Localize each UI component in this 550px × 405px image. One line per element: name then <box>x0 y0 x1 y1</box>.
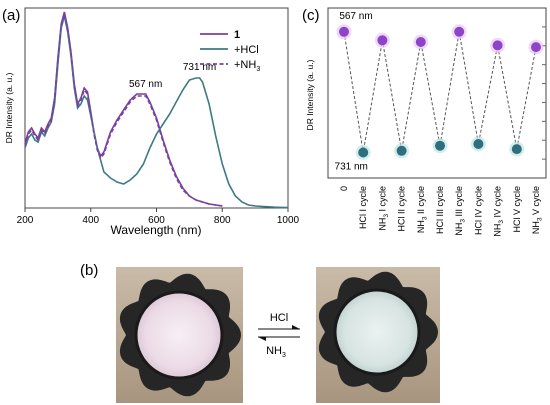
spectrum-x-tick-label: 200 <box>17 215 34 226</box>
arrow-forward-head <box>292 325 300 329</box>
cycle-x-tick-text: NH <box>454 223 464 236</box>
cycle-x-tick-sub: 3 <box>421 216 428 220</box>
spectrum-x-tick-label: 800 <box>214 215 231 226</box>
cycle-x-tick-text-rest: I cycle <box>377 186 387 214</box>
cycle-x-tick-text: HCl IV cycle <box>473 186 483 235</box>
cycle-x-tick-label: HCl III cycle <box>435 186 445 234</box>
legend-label-text: 1 <box>234 29 240 41</box>
legend-label-0: 1 <box>234 29 240 41</box>
cycle-x-tick-text: HCl III cycle <box>435 186 445 234</box>
cycle-x-tick-text: HCl V cycle <box>512 186 522 233</box>
spectrum-x-tick-label: 1000 <box>277 215 300 226</box>
cycle-point <box>377 35 388 46</box>
spectrum-chart: 200 400 600 800 1000 567 nm 731 nm Wavelength… <box>4 7 300 237</box>
cycle-x-tick-label: HCl I cycle <box>358 186 368 229</box>
spectrum-annotations: 567 nm 731 nm <box>129 62 216 90</box>
cycle-x-tick-label: HCl V cycle <box>512 186 522 233</box>
cycle-x-tick-label: 0 <box>339 186 349 191</box>
cycle-x-tick-label: NH3 V cycle <box>531 186 544 234</box>
cycle-x-tick-text: NH <box>531 221 541 234</box>
cycle-point <box>435 140 445 151</box>
spectrum-x-label: Wavelength (nm) <box>111 223 202 237</box>
cycle-dashed-line <box>343 31 537 153</box>
arrow-bottom-label-sub: 3 <box>282 352 286 359</box>
cycle-point <box>415 37 426 47</box>
panel-label-b: (b) <box>80 262 98 279</box>
cycle-x-tick-text: HCl II cycle <box>397 186 407 232</box>
spectrum-plot-frame <box>24 7 289 209</box>
spectrum-legend: 1 +HCl +NH3 <box>200 29 260 73</box>
cycle-x-tick-sub: 3 <box>537 217 544 221</box>
cycle-point <box>531 42 541 53</box>
spectrum-line-series-2 <box>24 13 223 207</box>
cycle-x-tick-label: HCl II cycle <box>397 186 407 232</box>
cycle-plot-frame <box>327 7 547 179</box>
cycle-x-tick-label: NH3 II cycle <box>416 186 429 233</box>
cycle-point <box>358 147 369 158</box>
cycle-x-tick-text-rest: III cycle <box>454 186 464 219</box>
cycle-x-tick-sub: 3 <box>498 220 505 224</box>
cycle-x-tick-label: HCl IV cycle <box>473 186 483 235</box>
cycle-x-tick-label: NH3 I cycle <box>377 186 390 231</box>
panel-label-c: (c) <box>302 7 320 24</box>
photo-panel: HCl NH3 <box>116 267 440 403</box>
cycle-x-tick-text: NH <box>493 224 503 237</box>
cycle-x-tick-text-rest: II cycle <box>416 186 426 217</box>
photo-left-sample <box>119 273 241 397</box>
spectrum-line-series-0 <box>24 11 223 207</box>
spectrum-annotation: 567 nm <box>129 79 162 90</box>
cycle-x-tick-text-rest: IV cycle <box>493 186 503 220</box>
legend-label-1: +HCl <box>234 44 259 56</box>
spectrum-x-ticks: 200 400 600 800 1000 <box>17 208 300 226</box>
cycle-connector <box>343 31 537 153</box>
legend-label-sub: 3 <box>256 66 260 73</box>
arrow-bottom-label: NH3 <box>266 345 286 359</box>
cycle-x-tick-text: 0 <box>339 186 349 191</box>
spectrum-x-tick-label: 600 <box>148 215 165 226</box>
spectrum-x-tick-label: 400 <box>82 215 99 226</box>
cycle-point <box>492 40 503 51</box>
panel-label-a: (a) <box>2 7 20 24</box>
arrow-top-label: HCl <box>270 312 288 324</box>
cycle-point <box>454 26 465 37</box>
legend-label-text: +HCl <box>234 44 259 56</box>
photo-right-lens <box>333 288 421 376</box>
cycle-x-tick-text-rest: V cycle <box>531 186 541 218</box>
cycle-x-tick-text: NH <box>377 218 387 231</box>
cycle-annotation: 567 nm <box>339 11 372 22</box>
arrow-bottom-label-base: NH <box>266 345 282 357</box>
cycle-y-label: DR Intensity (a. u.) <box>305 59 315 130</box>
cycle-point <box>339 26 349 37</box>
legend-label-text: +NH <box>234 59 256 71</box>
cycle-y-ticks <box>542 26 546 160</box>
cycle-annotations: 567 nm 731 nm <box>335 11 373 173</box>
cycle-x-tick-label: NH3 III cycle <box>454 186 467 236</box>
cycle-point <box>511 144 522 155</box>
cycle-annotation: 731 nm <box>335 162 368 173</box>
cycle-x-tick-text: NH <box>416 220 426 233</box>
cycle-point <box>396 145 407 156</box>
cycle-x-ticks: 0 HCl I cycle NH3 I cycle HCl II cycle NH3 I… <box>339 186 544 237</box>
spectrum-lines <box>24 11 289 209</box>
spectrum-annotation: 731 nm <box>183 62 216 73</box>
legend-label-2: +NH3 <box>234 59 260 73</box>
cycle-point <box>473 139 484 149</box>
photo-right-sample <box>318 271 438 393</box>
cycle-x-tick-text: HCl I cycle <box>358 186 368 229</box>
cycle-x-tick-sub: 3 <box>383 214 390 218</box>
cycle-points <box>336 24 544 160</box>
cycle-x-tick-label: NH3 IV cycle <box>493 186 506 237</box>
reversibility-arrows: HCl NH3 <box>258 312 300 359</box>
spectrum-y-label: DR Intensity (a. u.) <box>4 72 14 143</box>
cycle-x-tick-sub: 3 <box>460 219 467 223</box>
photo-left-lens <box>134 290 224 380</box>
arrow-backward-head <box>258 337 266 341</box>
